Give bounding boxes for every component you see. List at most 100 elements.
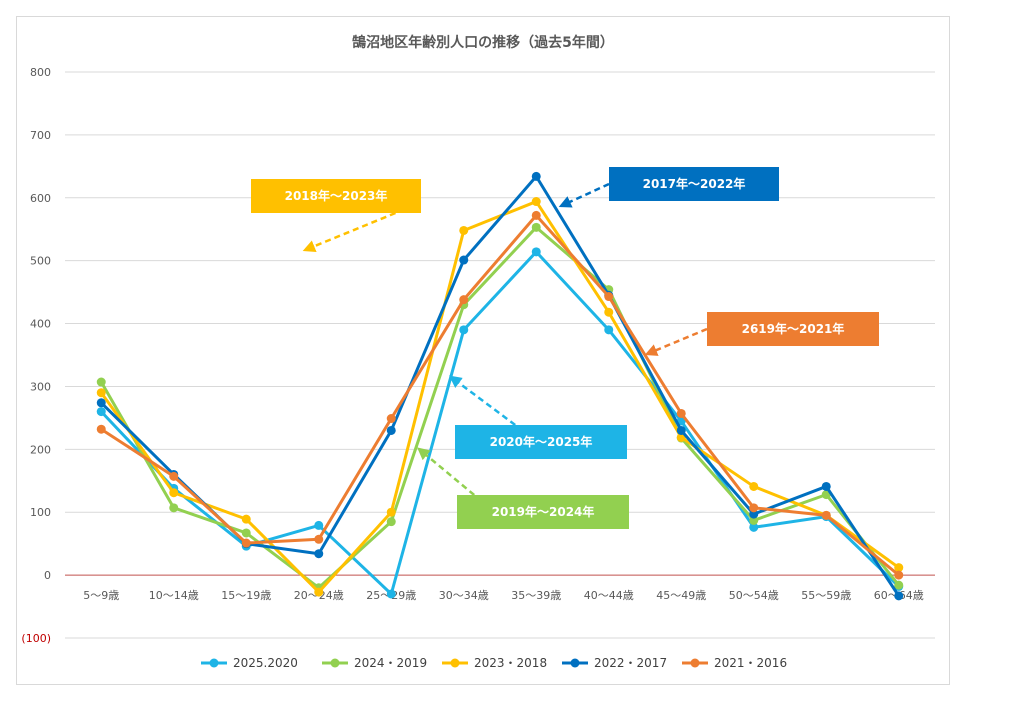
data-point [749,522,759,532]
y-tick-label: 0 [44,569,51,582]
data-point [749,515,759,525]
callout-label: 2018年〜2023年 [285,188,388,203]
legend-swatch-marker [330,658,340,668]
data-point [386,414,396,424]
data-point [241,538,251,548]
x-tick-label: 5〜9歳 [83,589,119,602]
legend-item: 2024・2019 [322,656,427,670]
data-point [821,510,831,520]
callout-arrow [558,182,610,208]
callout-label: 2019年〜2024年 [492,504,595,519]
data-point [459,225,469,235]
data-point [531,171,541,181]
series-line [100,213,900,577]
y-tick-label: (100) [21,632,51,645]
data-point [386,425,396,435]
data-point [676,408,686,418]
callout-arrow [644,327,708,356]
x-tick-label: 15〜19歳 [221,589,271,602]
callout-arrow [448,375,516,427]
data-point [96,398,106,408]
chart-title: 鵠沼地区年齢別人口の推移（過去5年間） [352,34,614,51]
data-point [96,388,106,398]
legend-swatch-marker [690,658,700,668]
data-point [386,507,396,517]
x-tick-label: 55〜59歳 [801,589,851,602]
line-chart: 鵠沼地区年齢別人口の推移（過去5年間） 800 700 600 500 400 300 20… [21,34,935,670]
legend-swatch-marker [450,658,460,668]
series-4 [96,210,904,580]
data-point [604,325,614,335]
data-point [531,222,541,232]
data-point [531,197,541,207]
data-point [314,534,324,544]
data-point [169,488,179,498]
series-0 [96,247,904,599]
callout-label: 2619年〜2021年 [742,321,845,336]
callout-box [707,312,879,346]
data-point [241,514,251,524]
data-point [96,424,106,434]
series-line [100,200,900,594]
x-tick-label: 35〜39歳 [511,589,561,602]
y-tick-label: 700 [30,129,51,142]
y-tick-label: 200 [30,443,51,456]
data-point [241,528,251,538]
x-tick-label: 50〜54歳 [729,589,779,602]
legend-label: 2022・2017 [594,656,667,670]
y-tick-label: 400 [30,318,51,331]
callout-1: 2017年〜2022年 [558,167,779,208]
chart-frame: 鵠沼地区年齢別人口の推移（過去5年間） 800 700 600 500 400 300 20… [16,16,950,685]
data-point [386,517,396,527]
series-1 [96,222,904,593]
x-tick-label: 45〜49歳 [656,589,706,602]
callout-box [457,495,629,529]
data-point [386,589,396,599]
x-tick-label: 40〜44歳 [584,589,634,602]
data-point [894,563,904,573]
data-point [169,471,179,481]
data-point [314,587,324,597]
data-point [531,210,541,220]
callout-0: 2018年〜2023年 [251,179,421,253]
data-point [459,295,469,305]
data-point [894,570,904,580]
legend-item: 2023・2018 [442,656,547,670]
callout-box [455,425,627,459]
data-point [314,549,324,559]
data-point [314,520,324,530]
y-tick-label: 600 [30,192,51,205]
legend-item: 2021・2016 [682,656,787,670]
data-point [676,425,686,435]
data-point [459,325,469,335]
series-line [100,250,900,596]
data-point [821,481,831,491]
callout-3: 2020年〜2025年 [448,375,627,459]
legend-label: 2023・2018 [474,656,547,670]
callout-label: 2020年〜2025年 [490,434,593,449]
data-point [894,591,904,601]
data-point [96,377,106,387]
data-point [604,292,614,302]
data-point [749,481,759,491]
legend-swatch-marker [570,658,580,668]
y-tick-label: 100 [30,506,51,519]
legend-label: 2024・2019 [354,656,427,670]
data-point [531,247,541,257]
callout-label: 2017年〜2022年 [643,176,746,191]
callout-arrow [302,211,396,253]
legend-label: 2025.2020 [233,656,298,670]
data-point [749,509,759,519]
callout-4: 2019年〜2024年 [417,447,629,529]
y-tick-label: 800 [30,66,51,79]
x-tick-label: 30〜34歳 [439,589,489,602]
data-point [169,503,179,513]
legend-item: 2022・2017 [562,656,667,670]
data-point [604,307,614,317]
callout-box [251,179,421,213]
data-point [459,255,469,265]
legend-swatch-marker [209,658,219,668]
callout-box [609,167,779,201]
callout-2: 2619年〜2021年 [644,312,879,356]
series-line [99,225,900,590]
